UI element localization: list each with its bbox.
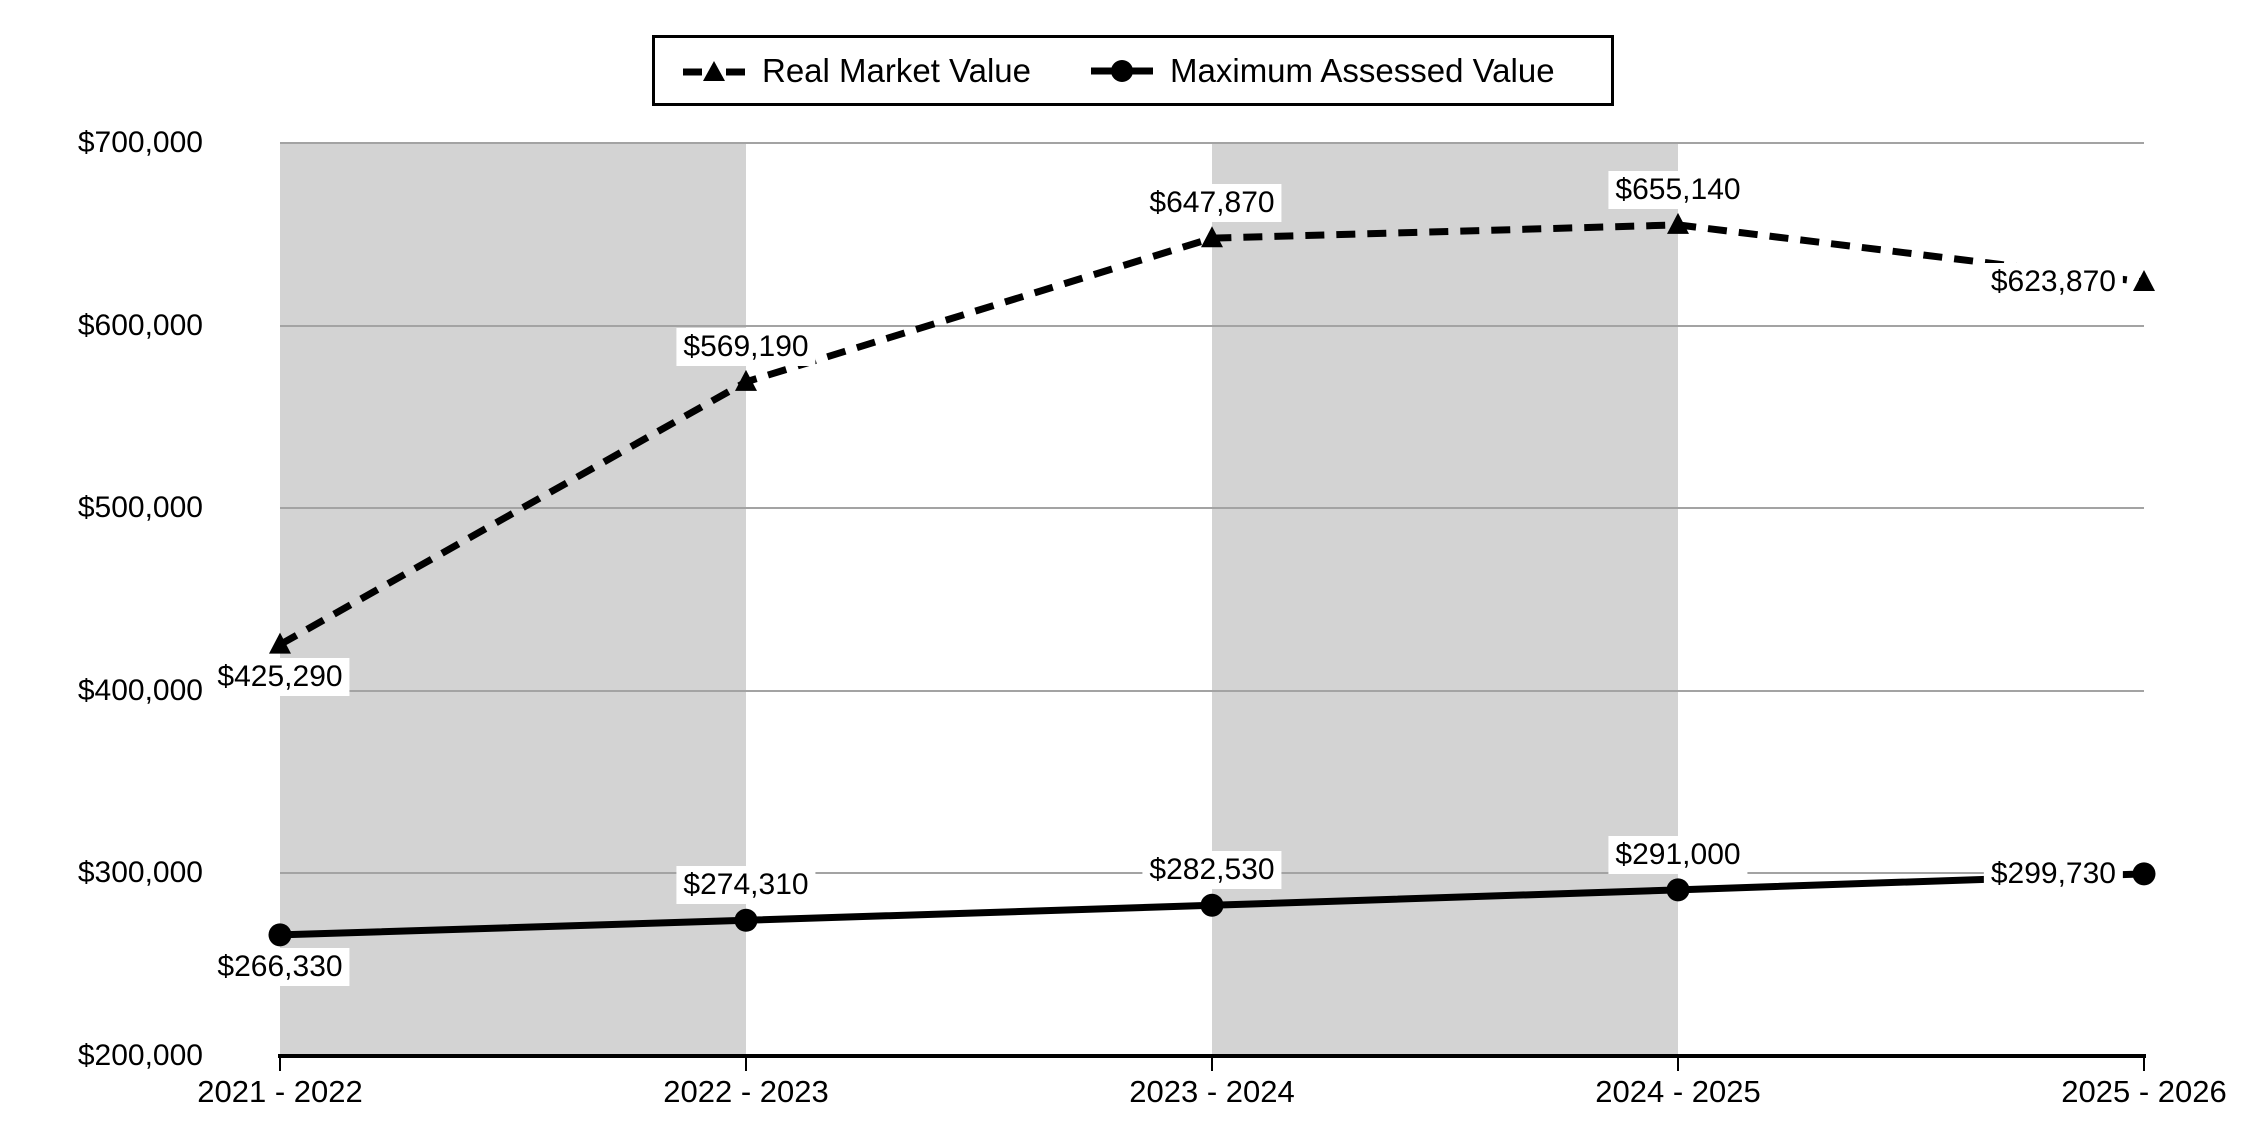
y-axis-tick-label: $200,000 — [77, 1039, 203, 1072]
x-axis-tick — [1211, 1058, 1213, 1071]
series-line-real-market-value — [269, 212, 2155, 654]
y-axis-tick-label: $400,000 — [77, 673, 203, 707]
data-label: $274,310 — [676, 866, 816, 905]
x-axis-line — [278, 1054, 2146, 1058]
triangle-data-point-marker — [2133, 270, 2155, 292]
circle-data-point-marker — [1666, 878, 1690, 902]
gridline — [280, 142, 2144, 144]
x-axis-tick-label: 2025 - 2026 — [2061, 1074, 2227, 1109]
x-axis-tick — [2143, 1058, 2145, 1071]
legend-label: Real Market Value — [762, 51, 1032, 89]
x-axis-tick-label: 2024 - 2025 — [1595, 1074, 1761, 1109]
x-axis-tick — [279, 1058, 281, 1071]
data-label: $655,140 — [1608, 170, 1748, 209]
circle-data-point-marker — [2132, 862, 2156, 886]
data-label: $569,190 — [676, 327, 816, 366]
series-line-maximum-assessed-value — [268, 862, 2156, 947]
triangle-data-point-marker — [735, 369, 757, 391]
data-label: $282,530 — [1142, 851, 1282, 890]
series-path — [278, 221, 2145, 648]
data-label: $623,870 — [1983, 263, 2123, 301]
x-axis-tick-label: 2023 - 2024 — [1129, 1074, 1295, 1109]
x-axis-tick — [1677, 1058, 1679, 1071]
triangle-data-point-marker — [269, 632, 291, 654]
triangle-data-point-marker — [1667, 212, 1689, 234]
data-label: $291,000 — [1608, 835, 1748, 874]
solid-circle-marker-icon — [1091, 59, 1154, 82]
x-axis-tick-label: 2022 - 2023 — [663, 1074, 829, 1109]
triangle-data-point-marker — [1201, 226, 1223, 248]
legend-label: Maximum Assessed Value — [1170, 51, 1555, 89]
x-axis-tick — [745, 1058, 747, 1071]
data-label: $647,870 — [1142, 184, 1282, 223]
dashed-triangle-marker-icon — [683, 60, 745, 81]
gridline — [280, 689, 2144, 692]
circle-data-point-marker — [268, 923, 292, 947]
y-axis-tick-label: $600,000 — [77, 308, 203, 342]
y-axis-tick-label: $700,000 — [77, 126, 203, 159]
gridline — [280, 324, 2144, 327]
data-label: $299,730 — [1983, 854, 2123, 893]
plot-band — [280, 143, 746, 1056]
legend: Real Market Value Maximum Assessed Value — [652, 35, 1614, 106]
legend-item-maximum-assessed-value: Maximum Assessed Value — [1089, 52, 1555, 90]
gridline — [280, 507, 2144, 510]
data-label: $425,290 — [210, 657, 350, 696]
legend-item-real-market-value: Real Market Value — [681, 52, 1031, 90]
y-axis-tick-label: $300,000 — [77, 856, 203, 890]
circle-data-point-marker — [1200, 893, 1224, 917]
x-axis-tick-label: 2021 - 2022 — [197, 1074, 363, 1109]
data-label: $266,330 — [210, 947, 350, 986]
circle-data-point-marker — [734, 908, 758, 932]
y-axis-tick-label: $500,000 — [77, 491, 203, 525]
